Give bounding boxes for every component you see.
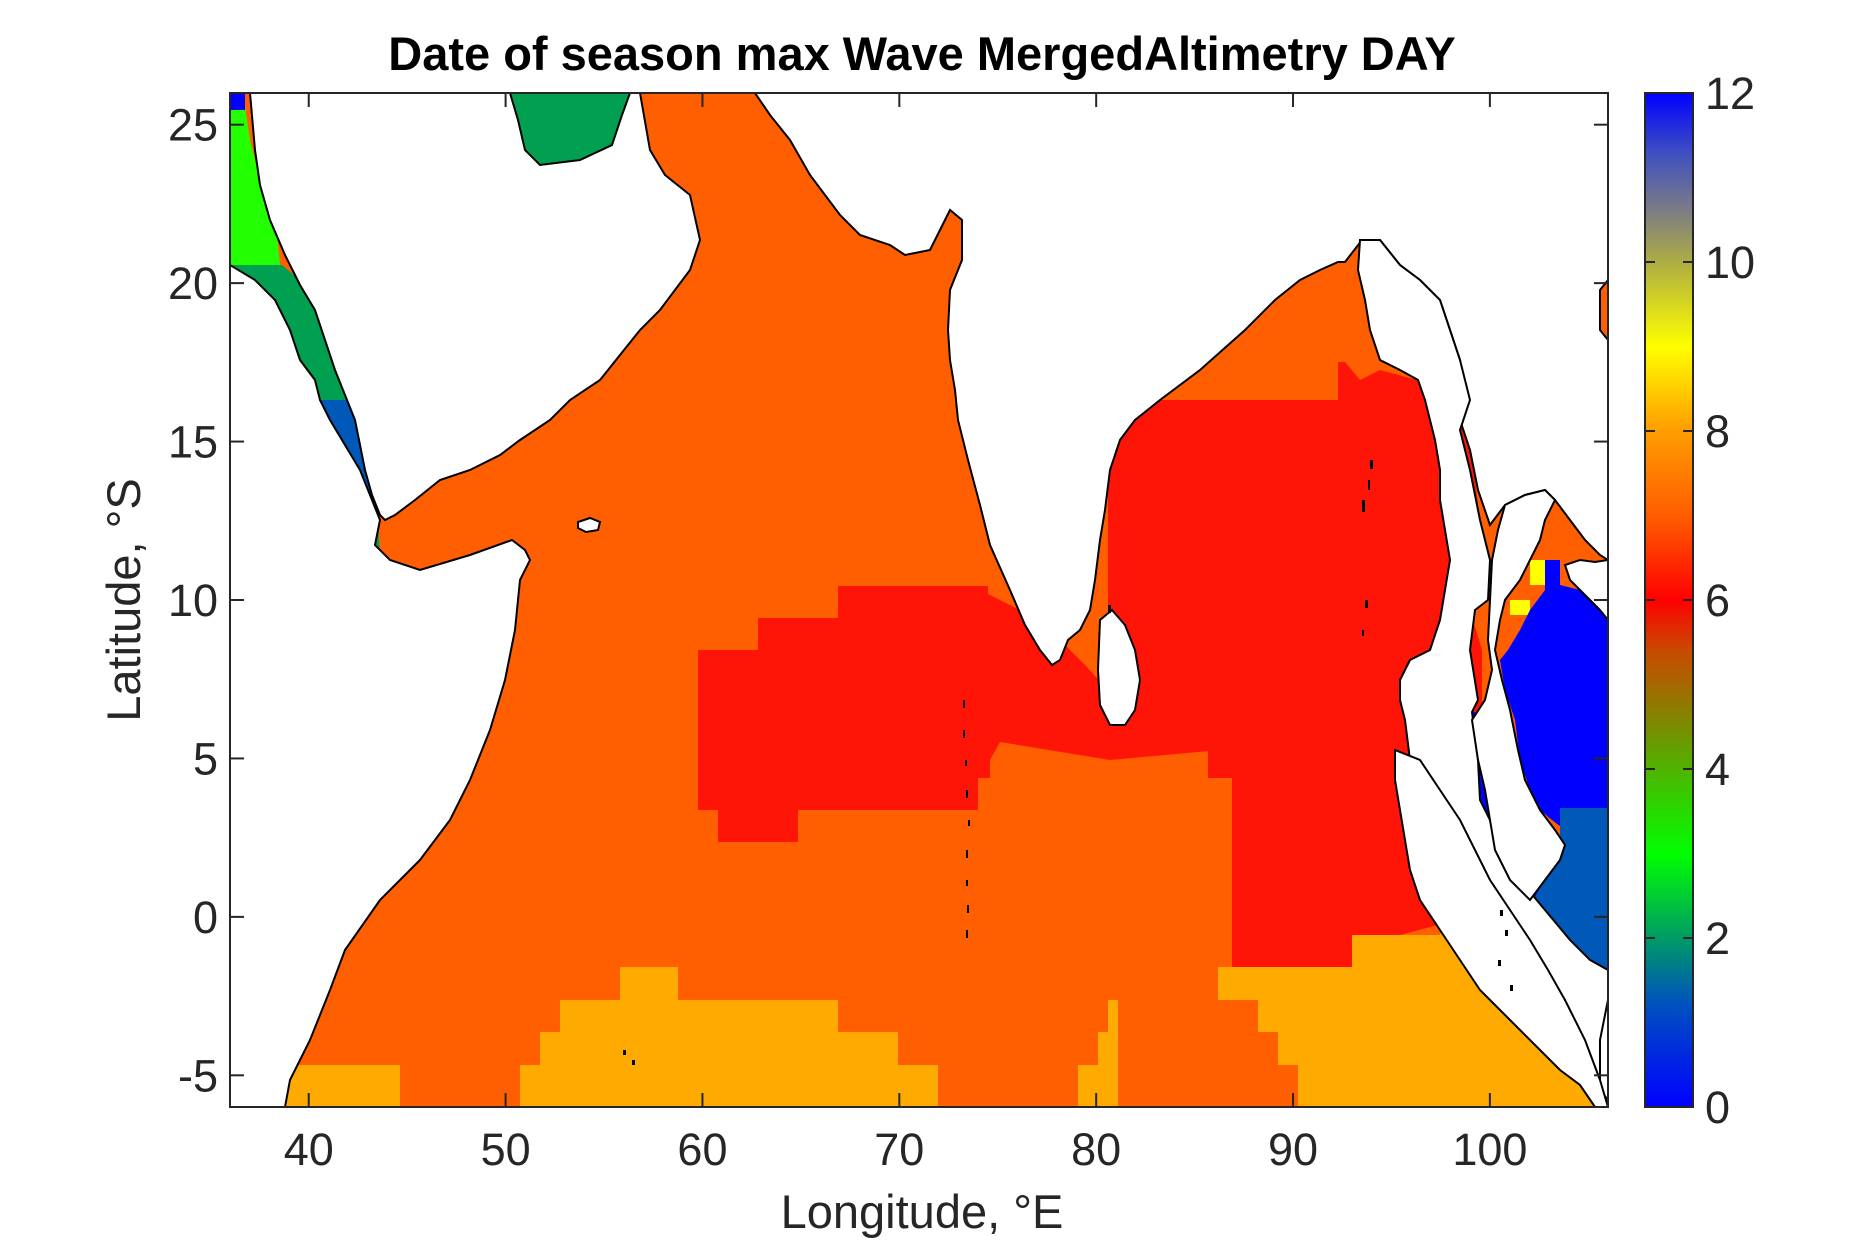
x-tick-label: 80 bbox=[1071, 1124, 1121, 1175]
y-tick-label: 20 bbox=[168, 258, 218, 309]
region-red-sea-north bbox=[230, 93, 280, 265]
region-southern-band-2 bbox=[520, 967, 938, 1107]
y-tick-label: -5 bbox=[178, 1050, 218, 1101]
x-tick-label: 60 bbox=[677, 1124, 727, 1175]
x-axis-ticks: 40 50 60 70 80 90 100 bbox=[284, 93, 1527, 1175]
y-axis-ticks: -5 0 5 10 15 20 25 bbox=[168, 100, 1608, 1101]
colorbar-tick-label: 8 bbox=[1705, 406, 1730, 457]
x-axis-label: Longitude, °E bbox=[781, 1185, 1064, 1238]
region-bay-of-bengal bbox=[1108, 362, 1490, 967]
y-axis-label: Latitude, °S bbox=[97, 478, 150, 722]
colorbar-tick-label: 4 bbox=[1705, 744, 1730, 795]
region-red-sea-tip bbox=[230, 93, 245, 110]
region-southern-band-3 bbox=[1078, 1000, 1118, 1107]
x-tick-label: 70 bbox=[874, 1124, 924, 1175]
land-socotra bbox=[577, 516, 602, 534]
y-tick-label: 5 bbox=[193, 733, 218, 784]
map-plot-area bbox=[230, 93, 1608, 1107]
x-tick-label: 90 bbox=[1268, 1124, 1318, 1175]
chart-title: Date of season max Wave MergedAltimetry … bbox=[388, 27, 1455, 80]
region-andaman-yellow bbox=[1510, 560, 1550, 615]
x-tick-label: 100 bbox=[1452, 1124, 1527, 1175]
land-indochina bbox=[1563, 558, 1608, 622]
colorbar-tick-label: 10 bbox=[1705, 237, 1755, 288]
region-persian-gulf bbox=[510, 93, 630, 165]
y-tick-label: 25 bbox=[168, 100, 218, 151]
colorbar-tick-label: 2 bbox=[1705, 913, 1730, 964]
x-tick-label: 50 bbox=[481, 1124, 531, 1175]
y-tick-label: 0 bbox=[193, 892, 218, 943]
x-tick-label: 40 bbox=[284, 1124, 334, 1175]
land-sri-lanka bbox=[1096, 608, 1142, 726]
land-thailand bbox=[1470, 488, 1567, 902]
land-sumatra bbox=[1394, 748, 1608, 1107]
colorbar-ticks: 0 2 4 6 8 10 12 bbox=[1645, 68, 1755, 1133]
colorbar-tick-label: 12 bbox=[1705, 68, 1755, 119]
y-tick-label: 15 bbox=[168, 417, 218, 468]
land-arabia bbox=[248, 93, 702, 522]
axes-frame: 40 50 60 70 80 90 100 -5 0 5 10 15 20 25 bbox=[168, 92, 1609, 1175]
land-islands bbox=[623, 460, 1513, 1065]
colorbar: 0 2 4 6 8 10 12 bbox=[1644, 68, 1755, 1133]
colorbar-tick-label: 0 bbox=[1705, 1082, 1730, 1133]
region-malacca-dark bbox=[1530, 808, 1608, 1000]
land-africa bbox=[230, 263, 532, 1107]
colorbar-tick-label: 6 bbox=[1705, 575, 1730, 626]
region-central-equatorial bbox=[698, 586, 1343, 842]
y-tick-label: 10 bbox=[168, 575, 218, 626]
region-gulf-of-thailand bbox=[1500, 560, 1608, 840]
